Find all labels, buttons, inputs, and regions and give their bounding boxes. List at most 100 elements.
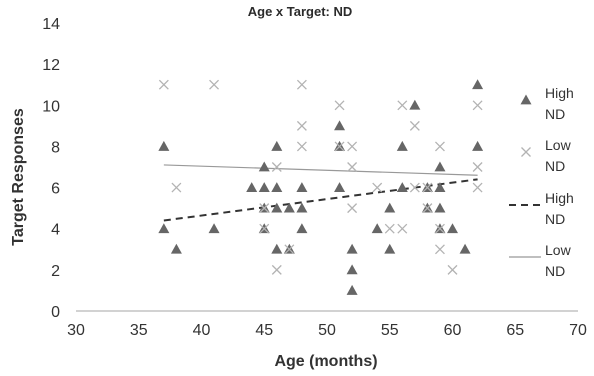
data-point-x bbox=[384, 223, 395, 234]
x-axis-label: Age (months) bbox=[274, 353, 377, 370]
data-point-triangle bbox=[371, 223, 383, 234]
y-tick-label: 2 bbox=[51, 263, 60, 280]
data-point-x bbox=[472, 162, 483, 172]
trendlines bbox=[163, 164, 478, 222]
data-point-triangle bbox=[384, 243, 396, 254]
data-point-x bbox=[284, 244, 295, 255]
data-point-triangle bbox=[296, 223, 308, 234]
legend-label: Low bbox=[545, 137, 572, 153]
data-point-triangle bbox=[396, 140, 408, 151]
data-point-x bbox=[422, 203, 433, 214]
x-tick-label: 30 bbox=[67, 322, 85, 339]
data-point-x bbox=[409, 120, 420, 131]
data-point-triangle bbox=[283, 202, 295, 213]
x-tick-label: 55 bbox=[381, 322, 399, 339]
data-point-x bbox=[472, 100, 483, 111]
data-point-triangle bbox=[520, 94, 532, 105]
data-point-x bbox=[296, 120, 307, 131]
legend-label: High bbox=[545, 85, 574, 101]
x-tick-label: 60 bbox=[444, 322, 462, 339]
legend-item: Low ND bbox=[521, 137, 572, 174]
data-point-triangle bbox=[472, 79, 484, 90]
data-point-triangle bbox=[346, 284, 358, 295]
data-point-triangle bbox=[158, 223, 170, 234]
data-point-x bbox=[409, 182, 420, 193]
data-point-x bbox=[397, 223, 408, 234]
x-tick-label: 50 bbox=[318, 322, 336, 339]
data-point-x bbox=[434, 141, 445, 152]
data-point-x bbox=[296, 79, 307, 90]
data-point-triangle bbox=[246, 182, 258, 192]
legend-item: High ND bbox=[520, 85, 574, 122]
y-tick-label: 4 bbox=[51, 222, 60, 239]
legend-label: Low bbox=[545, 242, 572, 258]
data-point-triangle bbox=[434, 182, 446, 192]
y-axis-label: Target Responses bbox=[10, 108, 27, 246]
data-point-triangle bbox=[459, 243, 471, 254]
data-point-x bbox=[171, 182, 182, 193]
legend-label: ND bbox=[545, 158, 565, 174]
data-point-triangle bbox=[396, 182, 408, 192]
data-point-x bbox=[472, 182, 483, 193]
data-point-triangle bbox=[271, 182, 283, 192]
data-point-x bbox=[271, 264, 282, 275]
data-point-triangle bbox=[384, 202, 396, 213]
data-point-x bbox=[347, 162, 358, 172]
data-point-triangle bbox=[334, 182, 346, 192]
axes: 30 35 40 45 50 55 60 65 70 0 2 4 6 8 10 12 14 bbox=[42, 16, 587, 339]
x-tick-label: 70 bbox=[569, 322, 587, 339]
data-point-triangle bbox=[447, 223, 458, 234]
data-point-triangle bbox=[434, 161, 446, 172]
data-point-triangle bbox=[296, 202, 308, 213]
data-point-triangle bbox=[258, 161, 270, 172]
data-point-triangle bbox=[346, 264, 358, 275]
legend-item: Low ND bbox=[509, 242, 572, 279]
data-point-x bbox=[347, 203, 358, 214]
data-point-x bbox=[334, 141, 345, 152]
data-point-x bbox=[434, 223, 445, 234]
data-point-triangle bbox=[271, 140, 283, 151]
x-tick-label: 40 bbox=[193, 322, 211, 339]
legend-label: ND bbox=[545, 211, 565, 227]
trendline bbox=[163, 178, 478, 222]
legend-label: ND bbox=[545, 263, 565, 279]
x-tick-label: 65 bbox=[506, 322, 524, 339]
data-point-triangle bbox=[271, 202, 283, 213]
data-point-x bbox=[521, 147, 531, 157]
data-point-x bbox=[434, 244, 445, 255]
data-point-x bbox=[259, 203, 270, 214]
data-point-triangle bbox=[409, 99, 421, 110]
data-point-x bbox=[397, 100, 408, 111]
legend-item: High ND bbox=[509, 190, 574, 227]
data-point-x bbox=[447, 264, 458, 275]
y-tick-label: 14 bbox=[42, 16, 60, 33]
legend: High ND Low ND High ND Low ND bbox=[509, 85, 574, 279]
chart-title: Age x Target: ND bbox=[248, 4, 353, 19]
legend-label: High bbox=[545, 190, 574, 206]
y-tick-label: 10 bbox=[42, 98, 60, 115]
data-point-x bbox=[158, 79, 169, 90]
trendline bbox=[163, 164, 478, 176]
data-point-x bbox=[271, 162, 282, 172]
data-point-triangle bbox=[334, 120, 346, 131]
data-point-x bbox=[259, 223, 270, 234]
data-point-triangle bbox=[296, 182, 308, 192]
y-tick-label: 12 bbox=[42, 57, 60, 74]
y-tick-label: 8 bbox=[51, 139, 60, 156]
data-point-x bbox=[209, 79, 220, 90]
data-points bbox=[158, 79, 484, 295]
data-point-triangle bbox=[170, 243, 182, 254]
data-point-x bbox=[347, 141, 358, 152]
data-point-x bbox=[372, 182, 383, 193]
data-point-triangle bbox=[472, 140, 484, 151]
x-tick-label: 45 bbox=[255, 322, 273, 339]
data-point-triangle bbox=[208, 223, 220, 234]
data-point-triangle bbox=[258, 182, 270, 192]
y-tick-label: 6 bbox=[51, 181, 60, 198]
y-tick-label: 0 bbox=[51, 304, 60, 321]
data-point-x bbox=[422, 182, 433, 193]
data-point-x bbox=[296, 141, 307, 152]
x-tick-label: 35 bbox=[130, 322, 148, 339]
data-point-triangle bbox=[271, 243, 283, 254]
